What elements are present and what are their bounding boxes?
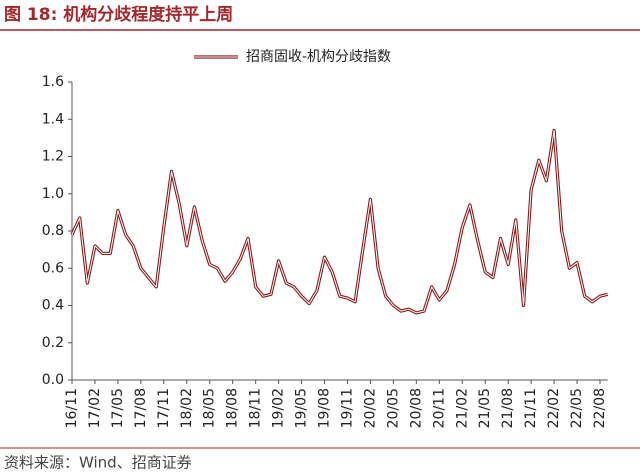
y-tick-label: 0.6 [42, 260, 64, 276]
y-tick-label: 1.2 [42, 149, 64, 165]
x-tick-label: 18/05 [202, 388, 218, 428]
chart-title: 图 18: 机构分歧程度持平上周 [4, 4, 233, 25]
y-tick-label: 0.0 [42, 372, 64, 388]
y-tick-label: 1.0 [42, 186, 64, 202]
x-tick-label: 21/05 [477, 388, 493, 428]
series-line [70, 128, 609, 315]
x-tick-label: 20/05 [385, 388, 401, 428]
legend-label: 招商固收-机构分歧指数 [246, 49, 391, 65]
x-tick-label: 18/02 [179, 388, 195, 428]
x-tick-label: 19/02 [271, 388, 287, 428]
x-tick-label: 22/08 [592, 388, 608, 428]
y-tick-label: 0.4 [42, 298, 64, 314]
x-tick-label: 19/08 [317, 388, 333, 428]
y-tick-label: 1.4 [42, 111, 64, 127]
x-tick-label: 20/08 [408, 388, 424, 428]
x-tick-label: 21/02 [454, 388, 470, 428]
x-tick-label: 16/11 [64, 388, 80, 428]
x-tick-label: 17/05 [110, 388, 126, 428]
series-line-inner [71, 129, 608, 314]
x-tick-label: 21/11 [523, 388, 539, 428]
x-tick-label: 22/05 [569, 388, 585, 428]
x-tick-label: 22/02 [546, 388, 562, 428]
y-tick-label: 1.6 [42, 74, 64, 90]
x-tick-label: 19/05 [294, 388, 310, 428]
x-tick-label: 17/02 [87, 388, 103, 428]
x-tick-label: 18/11 [248, 388, 264, 428]
x-tick-label: 17/08 [133, 388, 149, 428]
source: 资料来源：Wind、招商证券 [4, 454, 192, 472]
x-tick-label: 19/11 [339, 388, 355, 428]
y-tick-label: 0.8 [42, 223, 64, 239]
y-tick-label: 0.2 [42, 335, 64, 351]
x-tick-label: 20/11 [431, 388, 447, 428]
x-tick-label: 20/02 [362, 388, 378, 428]
x-tick-label: 17/11 [156, 388, 172, 428]
x-tick-label: 18/08 [225, 388, 241, 428]
x-tick-label: 21/08 [500, 388, 516, 428]
